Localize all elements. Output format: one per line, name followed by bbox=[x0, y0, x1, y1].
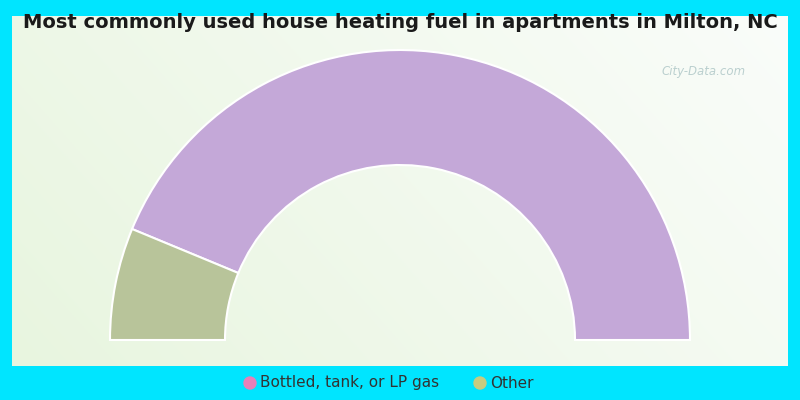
Text: City-Data.com: City-Data.com bbox=[662, 66, 746, 78]
Wedge shape bbox=[110, 229, 238, 340]
Wedge shape bbox=[132, 50, 690, 340]
Text: Most commonly used house heating fuel in apartments in Milton, NC: Most commonly used house heating fuel in… bbox=[22, 12, 778, 32]
Text: Other: Other bbox=[490, 376, 534, 390]
Circle shape bbox=[474, 377, 486, 389]
Circle shape bbox=[244, 377, 256, 389]
Text: Bottled, tank, or LP gas: Bottled, tank, or LP gas bbox=[260, 376, 439, 390]
